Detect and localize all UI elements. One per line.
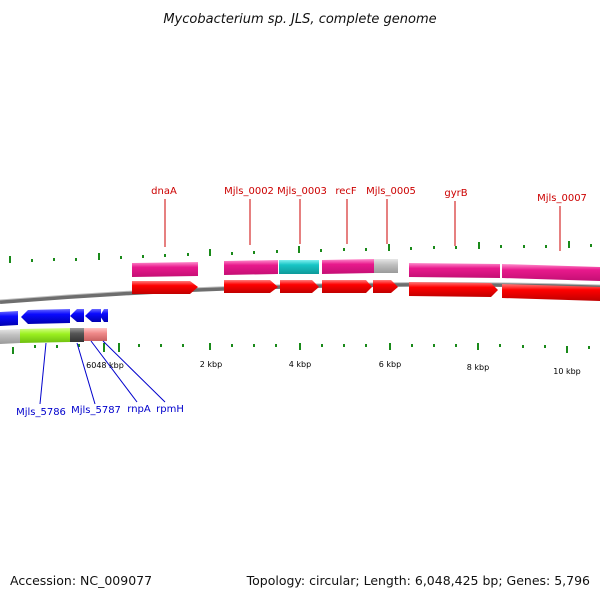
scale-labels: 6048 kbp 2 kbp 4 kbp 6 kbp 8 kbp 10 kbp bbox=[86, 360, 581, 376]
gene-recF[interactable] bbox=[322, 259, 374, 274]
gene-mjls-0003[interactable] bbox=[279, 260, 319, 274]
scale-label: 8 kbp bbox=[467, 363, 489, 372]
scale-label: 4 kbp bbox=[289, 360, 311, 369]
map-title: Mycobacterium sp. JLS, complete genome bbox=[163, 12, 436, 27]
gene-label[interactable]: rpmH bbox=[156, 404, 184, 415]
leader-line bbox=[90, 340, 138, 403]
gene-mjls-0007[interactable] bbox=[502, 264, 600, 281]
cds-arrow[interactable] bbox=[132, 281, 198, 294]
gene-label[interactable]: Mjls_0002 bbox=[224, 186, 274, 197]
top-leaders bbox=[164, 199, 561, 251]
gene-label[interactable]: Mjls_5787 bbox=[71, 405, 121, 416]
accession-text: Accession: NC_009077 bbox=[10, 573, 152, 588]
scale-label: 10 kbp bbox=[553, 367, 581, 376]
gene-label[interactable]: Mjls_0003 bbox=[277, 186, 327, 197]
bottom-gene-labels: Mjls_5786 Mjls_5787 rnpA rpmH bbox=[16, 404, 184, 418]
cds-track-reverse bbox=[0, 309, 108, 326]
gene-label[interactable]: rnpA bbox=[127, 404, 151, 415]
gene-mjls-5787[interactable] bbox=[70, 328, 84, 342]
gene-dnaA[interactable] bbox=[132, 262, 198, 277]
leader-line bbox=[102, 340, 166, 403]
cds-arrow-reverse[interactable] bbox=[0, 311, 18, 326]
gene-segment[interactable] bbox=[0, 329, 20, 344]
top-gene-labels: dnaA Mjls_0002 Mjls_0003 recF Mjls_0005 … bbox=[151, 186, 587, 204]
gene-mjls-5786[interactable] bbox=[20, 328, 70, 343]
upper-ticks bbox=[9, 241, 592, 263]
scale-label: 2 kbp bbox=[200, 360, 222, 369]
leader-line bbox=[39, 342, 47, 405]
gene-label[interactable]: gyrB bbox=[444, 188, 467, 199]
cds-arrow[interactable] bbox=[322, 280, 372, 293]
gene-label[interactable]: Mjls_5786 bbox=[16, 407, 66, 418]
gene-track-forward bbox=[132, 259, 600, 281]
cds-arrow[interactable] bbox=[409, 282, 498, 297]
gene-label[interactable]: Mjls_0005 bbox=[366, 186, 416, 197]
bottom-leaders bbox=[39, 340, 166, 405]
gene-mjls-0002[interactable] bbox=[224, 260, 278, 275]
cds-track-forward bbox=[132, 280, 600, 301]
cds-arrow[interactable] bbox=[373, 280, 398, 293]
cds-arrow[interactable] bbox=[224, 280, 278, 293]
gene-mjls-0005[interactable] bbox=[374, 259, 398, 273]
gene-label[interactable]: Mjls_0007 bbox=[537, 193, 587, 204]
cds-arrow[interactable] bbox=[502, 284, 600, 301]
lower-ticks bbox=[12, 343, 590, 354]
gene-label[interactable]: dnaA bbox=[151, 186, 177, 197]
cds-arrow-reverse[interactable] bbox=[70, 309, 84, 322]
gene-gyrB[interactable] bbox=[409, 263, 500, 278]
gene-rnpA[interactable] bbox=[84, 328, 100, 341]
gene-label[interactable]: recF bbox=[335, 186, 357, 197]
scale-label: 6 kbp bbox=[379, 360, 401, 369]
cds-arrow-reverse[interactable] bbox=[85, 309, 101, 322]
cds-arrow[interactable] bbox=[280, 280, 319, 293]
cds-arrow-reverse[interactable] bbox=[100, 309, 108, 322]
leader-line bbox=[76, 342, 96, 405]
cds-arrow-reverse[interactable] bbox=[21, 309, 70, 324]
gene-track-reverse bbox=[0, 328, 107, 344]
genome-summary: Topology: circular; Length: 6,048,425 bp… bbox=[246, 573, 590, 588]
scale-label: 6048 kbp bbox=[86, 361, 124, 370]
gene-rpmH[interactable] bbox=[100, 328, 107, 341]
